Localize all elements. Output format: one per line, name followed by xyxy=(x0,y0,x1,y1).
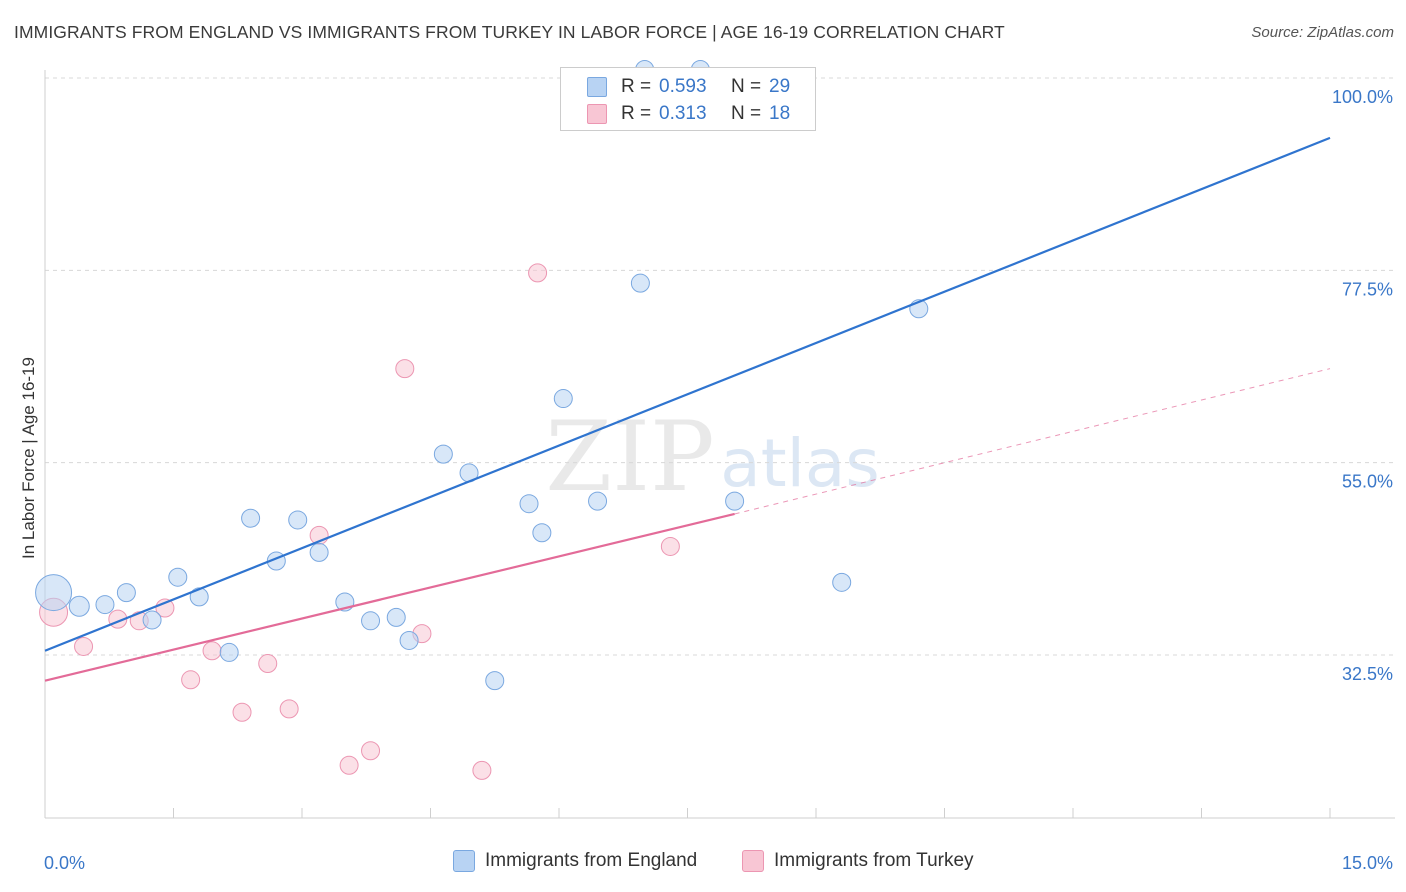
turkey-n-label: N = xyxy=(731,103,762,124)
x-tick-label-max: 15.0% xyxy=(1342,853,1393,873)
england-point xyxy=(832,572,852,592)
turkey-trend-extension xyxy=(734,368,1331,515)
england-point xyxy=(142,610,162,630)
grid-lines xyxy=(45,77,1395,656)
turkey-n-value: 18 xyxy=(769,103,791,124)
england-point xyxy=(361,611,381,631)
watermark-atlas: atlas xyxy=(720,425,880,502)
england-point xyxy=(95,595,115,615)
tick-labels: 32.5% 55.0% 77.5% 100.0% 0.0% 15.0% xyxy=(44,87,1393,873)
watermark: ZIP atlas xyxy=(545,401,879,513)
y-axis-label: In Labor Force | Age 16-19 xyxy=(19,357,38,559)
turkey-point xyxy=(74,636,94,656)
england-n-label: N = xyxy=(731,76,762,97)
england-r-label: R = xyxy=(621,76,652,97)
england-point xyxy=(309,542,329,562)
turkey-swatch xyxy=(587,104,607,124)
england-point xyxy=(485,671,505,691)
turkey-point xyxy=(258,654,278,674)
y-tick-label: 55.0% xyxy=(1342,472,1393,492)
source-credit: Source: ZipAtlas.com xyxy=(1251,24,1394,41)
y-tick-label: 77.5% xyxy=(1342,279,1393,299)
turkey-point xyxy=(339,755,359,775)
legend-swatch-turkey xyxy=(742,850,764,872)
source-prefix: Source: xyxy=(1251,24,1304,41)
y-tick-label: 100.0% xyxy=(1332,87,1393,107)
england-point xyxy=(288,510,308,530)
y-tick-label: 32.5% xyxy=(1342,664,1393,684)
chart-title: IMMIGRANTS FROM ENGLAND VS IMMIGRANTS FR… xyxy=(14,22,1005,42)
england-point xyxy=(519,494,539,514)
england-point xyxy=(116,583,136,603)
england-point xyxy=(241,508,261,528)
trend-lines xyxy=(44,136,1331,682)
turkey-point xyxy=(232,702,252,722)
turkey-point xyxy=(181,670,201,690)
turkey-point xyxy=(361,741,381,761)
axes xyxy=(44,70,1395,819)
turkey-point xyxy=(660,536,680,556)
england-point xyxy=(68,595,90,617)
legend-item-turkey[interactable]: Immigrants from Turkey xyxy=(742,850,974,872)
england-point xyxy=(189,587,209,607)
legend-swatch-england xyxy=(453,850,475,872)
england-point xyxy=(386,607,406,627)
stats-legend: R = 0.593 N = 29 R = 0.313 N = 18 xyxy=(560,67,816,131)
england-point xyxy=(553,389,573,409)
turkey-point xyxy=(395,359,415,379)
bottom-legend: Immigrants from England Immigrants from … xyxy=(0,850,1406,880)
source-site: ZipAtlas.com xyxy=(1307,24,1394,41)
england-r-value: 0.593 xyxy=(659,76,707,97)
legend-label-turkey: Immigrants from Turkey xyxy=(774,850,974,871)
turkey-r-label: R = xyxy=(621,103,652,124)
turkey-r-value: 0.313 xyxy=(659,103,707,124)
england-point xyxy=(630,273,650,293)
turkey-point xyxy=(472,760,492,780)
turkey-point xyxy=(202,641,222,661)
legend-label-england: Immigrants from England xyxy=(485,850,698,871)
england-point xyxy=(532,523,552,543)
england-point xyxy=(725,491,745,511)
england-points xyxy=(35,59,929,691)
legend-item-england[interactable]: Immigrants from England xyxy=(453,850,697,872)
england-point xyxy=(588,491,608,511)
england-swatch xyxy=(587,77,607,97)
turkey-point xyxy=(279,699,299,719)
turkey-trend-line xyxy=(44,512,735,682)
england-point xyxy=(433,444,453,464)
england-point xyxy=(35,574,73,612)
england-point xyxy=(168,567,188,587)
turkey-point xyxy=(528,263,548,283)
x-tick-label-min: 0.0% xyxy=(44,853,85,873)
turkey-points xyxy=(39,263,680,780)
watermark-zip: ZIP xyxy=(545,401,714,513)
england-n-value: 29 xyxy=(769,76,791,97)
england-point xyxy=(399,630,419,650)
england-trend-line xyxy=(44,136,1331,652)
england-point xyxy=(219,642,239,662)
